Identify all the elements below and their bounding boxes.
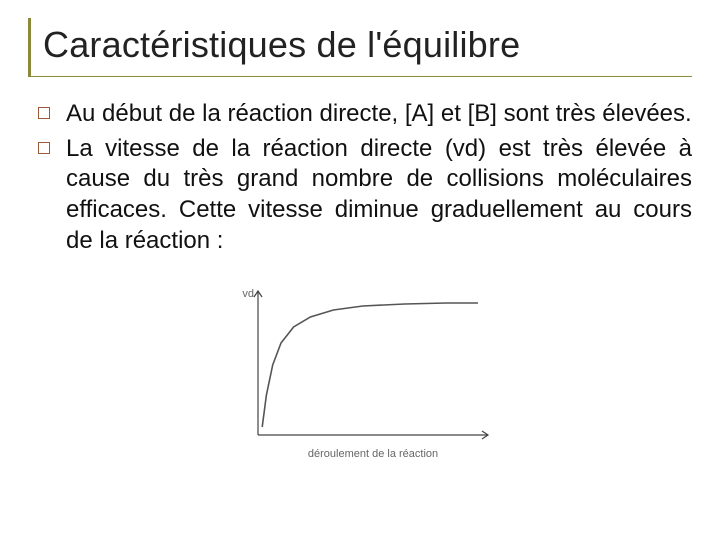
bullet-icon bbox=[38, 107, 50, 119]
chart-svg: vd déroulement de la réaction bbox=[210, 275, 510, 475]
svg-text:déroulement de la réaction: déroulement de la réaction bbox=[308, 448, 438, 460]
bullet-text: La vitesse de la réaction directe (vd) e… bbox=[66, 134, 692, 257]
title-container: Caractéristiques de l'équilibre bbox=[28, 18, 692, 77]
svg-text:vd: vd bbox=[242, 288, 254, 300]
slide: Caractéristiques de l'équilibre Au début… bbox=[0, 0, 720, 540]
list-item: La vitesse de la réaction directe (vd) e… bbox=[38, 134, 692, 257]
bullet-icon bbox=[38, 142, 50, 154]
bullet-list: Au début de la réaction directe, [A] et … bbox=[28, 99, 692, 257]
bullet-text: Au début de la réaction directe, [A] et … bbox=[66, 99, 692, 130]
slide-title: Caractéristiques de l'équilibre bbox=[43, 24, 692, 66]
list-item: Au début de la réaction directe, [A] et … bbox=[38, 99, 692, 130]
vd-chart: vd déroulement de la réaction bbox=[210, 275, 510, 475]
